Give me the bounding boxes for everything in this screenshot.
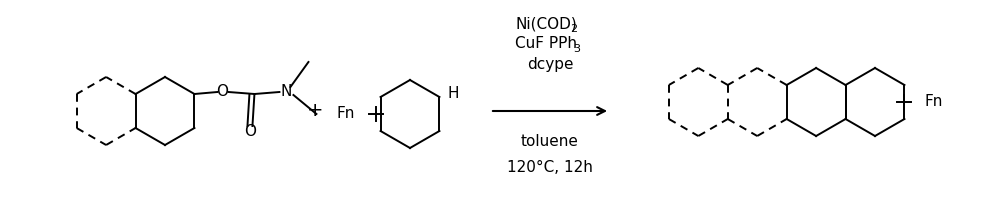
Text: N: N — [281, 85, 292, 99]
Text: toluene: toluene — [521, 135, 579, 149]
Text: Fn: Fn — [336, 107, 355, 121]
Text: CuF PPh: CuF PPh — [515, 36, 577, 52]
Text: O: O — [244, 125, 256, 139]
Text: H: H — [448, 85, 459, 101]
Text: O: O — [216, 85, 228, 99]
Text: 3: 3 — [574, 44, 580, 54]
Text: +: + — [307, 101, 323, 121]
Text: 120°C, 12h: 120°C, 12h — [507, 159, 593, 174]
Text: Ni(COD): Ni(COD) — [515, 16, 577, 32]
Text: Fn: Fn — [924, 95, 943, 109]
Text: 2: 2 — [570, 24, 578, 34]
Text: dcype: dcype — [527, 57, 573, 71]
